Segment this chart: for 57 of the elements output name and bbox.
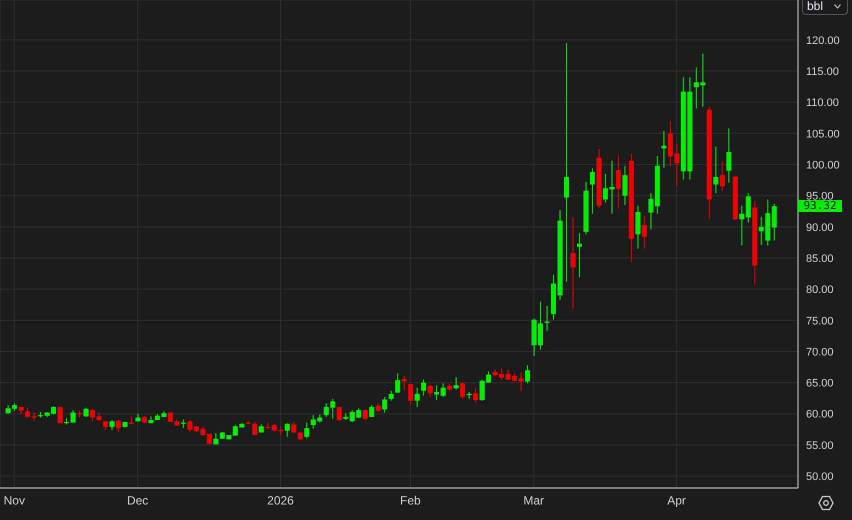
candlestick — [336, 406, 342, 422]
candlestick — [382, 396, 388, 414]
candlestick — [304, 422, 310, 439]
x-tick-label: Dec — [126, 494, 148, 508]
y-tick-label: 90.00 — [806, 222, 834, 234]
candlestick — [635, 205, 640, 250]
candlestick — [362, 408, 368, 421]
candlestick — [408, 383, 414, 405]
y-tick-label: 85.00 — [806, 252, 834, 265]
y-tick-label: 115.00 — [806, 66, 839, 78]
candlestick — [414, 387, 420, 408]
y-tick-label: 70.00 — [806, 346, 834, 358]
candlestick — [616, 154, 621, 210]
candlestick — [116, 420, 121, 432]
y-tick-label: 65.00 — [806, 378, 834, 390]
candlestick — [284, 422, 290, 438]
candlestick — [369, 404, 374, 418]
candlestick — [428, 384, 433, 398]
candlestick — [109, 420, 114, 431]
candlestick — [576, 232, 582, 278]
candlestick — [388, 390, 394, 402]
x-tick-label: Apr — [667, 494, 686, 508]
y-tick-label: 105.00 — [806, 128, 840, 140]
candlestick — [402, 375, 407, 392]
y-tick-label: 60.00 — [806, 408, 834, 421]
candlestick — [454, 376, 459, 390]
x-tick-label: Feb — [400, 494, 422, 508]
y-tick-label: 100.00 — [806, 159, 840, 172]
candlestick — [544, 306, 550, 332]
x-tick-label: 2026 — [267, 494, 294, 508]
candlestick — [642, 215, 647, 250]
y-axis-title: bbl — [807, 0, 824, 13]
y-tick-label: 110.00 — [806, 97, 839, 110]
candlestick — [421, 379, 426, 396]
candlestick — [720, 160, 725, 192]
candlestick — [524, 364, 530, 384]
x-tick-label: Mar — [523, 494, 544, 508]
y-tick-label: 120.00 — [806, 34, 840, 47]
y-tick-label: 55.00 — [806, 440, 834, 452]
y-tick-label: 80.00 — [806, 284, 834, 296]
x-tick-label: Nov — [4, 494, 25, 508]
candlestick — [726, 128, 732, 184]
candlestick — [622, 165, 628, 206]
candlestick — [83, 407, 88, 418]
candlestick — [473, 388, 478, 404]
candlestick — [395, 372, 400, 394]
candlestick — [661, 130, 666, 168]
y-tick-label: 50.00 — [806, 471, 834, 484]
text: 93.32 — [798, 199, 842, 212]
candlestick — [252, 421, 258, 436]
candlestick — [713, 146, 718, 194]
candlestick — [590, 168, 595, 214]
candlestick — [564, 42, 569, 282]
candlestick — [213, 432, 218, 445]
candlestick — [460, 382, 466, 400]
candlestick — [570, 217, 576, 310]
y-tick-label: 75.00 — [806, 315, 834, 328]
